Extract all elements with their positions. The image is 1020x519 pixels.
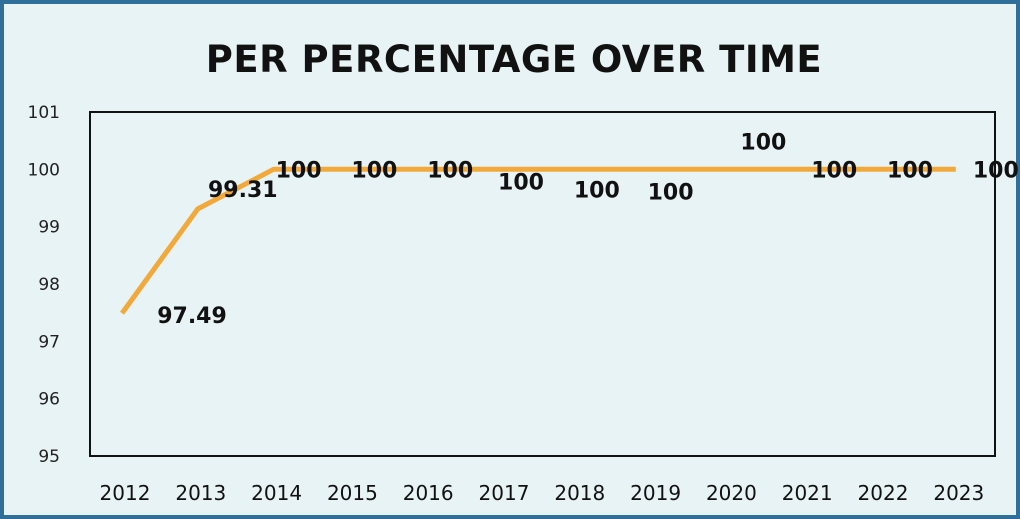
x-tick-label: 2017 <box>479 481 530 505</box>
x-tick-label: 2023 <box>933 481 984 505</box>
y-tick-label: 97 <box>38 332 60 352</box>
x-tick-label: 2019 <box>630 481 681 505</box>
x-tick-label: 2021 <box>782 481 833 505</box>
y-tick-label: 98 <box>38 275 60 295</box>
x-tick-label: 2015 <box>327 481 378 505</box>
x-axis: 2012 2013 2014 2015 2016 2017 2018 2019 2020 2021… <box>100 481 985 505</box>
data-label: 100 <box>648 180 694 205</box>
data-label: 100 <box>498 170 544 195</box>
data-label: 100 <box>574 178 620 203</box>
y-tick-label: 96 <box>38 390 60 410</box>
y-tick-label: 101 <box>28 103 60 123</box>
y-tick-label: 99 <box>38 218 60 238</box>
data-label: 100 <box>351 158 397 183</box>
x-tick-label: 2020 <box>706 481 757 505</box>
data-label: 97.49 <box>157 304 227 329</box>
y-tick-label: 95 <box>38 447 60 467</box>
data-label: 100 <box>740 130 786 155</box>
x-tick-label: 2012 <box>100 481 151 505</box>
y-axis: 95 96 97 98 99 100 101 <box>28 103 60 467</box>
data-label: 100 <box>276 158 322 183</box>
data-label: 100 <box>427 158 473 183</box>
x-tick-label: 2016 <box>403 481 454 505</box>
data-label: 100 <box>973 158 1019 183</box>
x-tick-label: 2013 <box>175 481 226 505</box>
series-line <box>119 166 956 315</box>
plot-area <box>89 111 996 457</box>
chart-title: PER PERCENTAGE OVER TIME <box>205 38 823 81</box>
x-tick-label: 2022 <box>858 481 909 505</box>
y-tick-label: 100 <box>28 160 60 180</box>
data-label: 100 <box>811 158 857 183</box>
data-label: 100 <box>887 158 933 183</box>
x-tick-label: 2018 <box>554 481 605 505</box>
data-label: 99.31 <box>208 178 278 203</box>
x-tick-label: 2014 <box>251 481 302 505</box>
